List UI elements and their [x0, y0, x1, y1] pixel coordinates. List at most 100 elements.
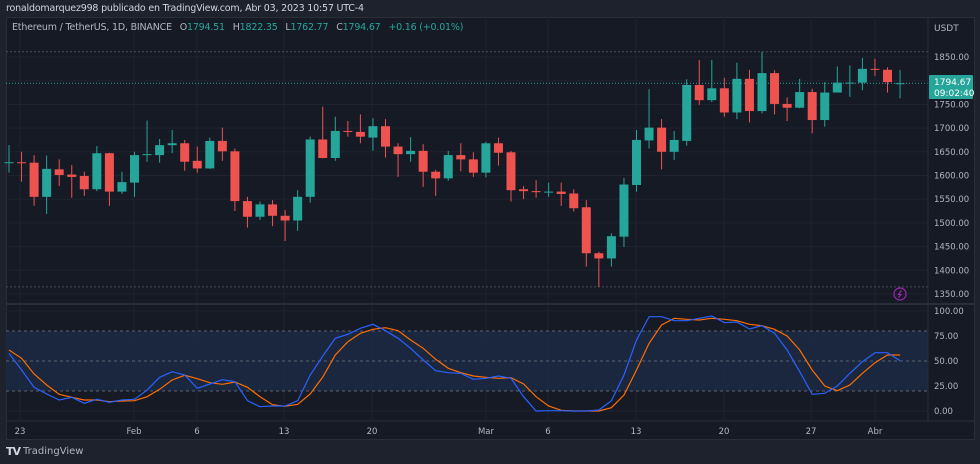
candle-body [192, 160, 202, 169]
candle[interactable] [644, 89, 654, 149]
published-line: ronaldomarquez998 publicado en TradingVi… [6, 3, 364, 14]
candle[interactable] [355, 114, 365, 144]
candle-body [456, 155, 466, 160]
candle[interactable] [268, 200, 278, 227]
candle-body [318, 139, 328, 158]
candle[interactable] [807, 88, 817, 134]
close-value: 1794.67 [342, 22, 381, 33]
candle[interactable] [343, 120, 353, 137]
candle[interactable] [280, 210, 290, 241]
candle[interactable] [192, 146, 202, 173]
candle[interactable] [381, 119, 390, 158]
candle[interactable] [456, 143, 466, 172]
stoch-tick: 50.00 [934, 357, 958, 367]
candle[interactable] [17, 151, 27, 182]
candle[interactable] [606, 233, 616, 267]
candle[interactable] [556, 182, 566, 206]
price-tick: 1850.00 [934, 53, 969, 63]
candle[interactable] [330, 116, 340, 161]
candle[interactable] [870, 58, 880, 76]
candle-body [632, 139, 641, 185]
candle[interactable] [155, 139, 165, 163]
candle[interactable] [468, 152, 478, 177]
candle[interactable] [42, 155, 52, 214]
candle[interactable] [104, 152, 114, 206]
candle[interactable] [594, 251, 604, 287]
candle[interactable] [619, 177, 629, 248]
candle[interactable] [431, 169, 441, 196]
candle[interactable] [883, 67, 892, 93]
candle[interactable] [318, 106, 328, 159]
candle[interactable] [443, 150, 453, 181]
candle-body [54, 169, 64, 176]
candle[interactable] [368, 118, 378, 151]
candle[interactable] [519, 185, 529, 200]
footer-logo-text[interactable]: TradingView [23, 446, 84, 457]
candle[interactable] [795, 78, 805, 109]
candle-body [431, 171, 441, 179]
candle[interactable] [117, 171, 127, 194]
candle[interactable] [757, 51, 767, 114]
candle-body [355, 131, 365, 137]
candle-body [242, 201, 252, 217]
candle[interactable] [217, 127, 227, 161]
candle[interactable] [79, 171, 89, 196]
symbol-legend[interactable]: Ethereum / TetherUS, 1D, BINANCE O1794.5… [12, 22, 463, 33]
candle[interactable] [569, 189, 579, 212]
candle[interactable] [719, 77, 729, 117]
candle[interactable] [857, 57, 867, 91]
candle[interactable] [67, 165, 77, 198]
candle[interactable] [493, 137, 503, 166]
candle[interactable] [782, 97, 792, 121]
candle[interactable] [142, 120, 152, 162]
candle[interactable] [393, 143, 403, 177]
candle[interactable] [744, 69, 754, 123]
candle[interactable] [669, 130, 679, 160]
candle-body [180, 143, 190, 162]
candle[interactable] [581, 200, 591, 267]
candle[interactable] [230, 148, 240, 212]
candle[interactable] [682, 79, 692, 146]
candle-body [104, 153, 114, 192]
candle[interactable] [657, 119, 667, 170]
candle-body [845, 82, 855, 84]
candle-body [468, 159, 478, 173]
candle[interactable] [4, 145, 14, 173]
candle[interactable] [305, 136, 315, 203]
candle-body [795, 92, 805, 108]
candle[interactable] [92, 146, 102, 192]
candle[interactable] [418, 144, 428, 187]
candle[interactable] [205, 137, 215, 169]
candle[interactable] [54, 159, 64, 186]
candle[interactable] [820, 82, 830, 127]
price-tick: 1650.00 [934, 148, 969, 158]
candle[interactable] [130, 151, 139, 197]
candle[interactable] [406, 137, 416, 162]
candle[interactable] [895, 70, 905, 99]
candle-body [569, 193, 579, 209]
candle[interactable] [481, 141, 491, 178]
candle[interactable] [531, 180, 541, 198]
candle[interactable] [694, 59, 704, 105]
candle[interactable] [29, 155, 39, 206]
lightning-icon[interactable] [893, 287, 907, 301]
candle[interactable] [544, 182, 554, 197]
candle[interactable] [255, 201, 265, 221]
low-label: L [285, 22, 291, 33]
candle[interactable] [632, 129, 641, 192]
candle[interactable] [845, 65, 855, 97]
candle-body [531, 191, 541, 193]
candle[interactable] [242, 196, 252, 228]
candle[interactable] [832, 66, 842, 93]
candle[interactable] [506, 150, 516, 202]
candle-body [155, 145, 165, 156]
candle[interactable] [707, 59, 717, 103]
candle[interactable] [770, 70, 780, 115]
candle[interactable] [293, 190, 303, 231]
candle[interactable] [167, 129, 177, 154]
candle[interactable] [180, 139, 190, 171]
candle[interactable] [732, 62, 742, 120]
time-tick: 20 [719, 427, 730, 437]
open-label: O [179, 22, 187, 33]
